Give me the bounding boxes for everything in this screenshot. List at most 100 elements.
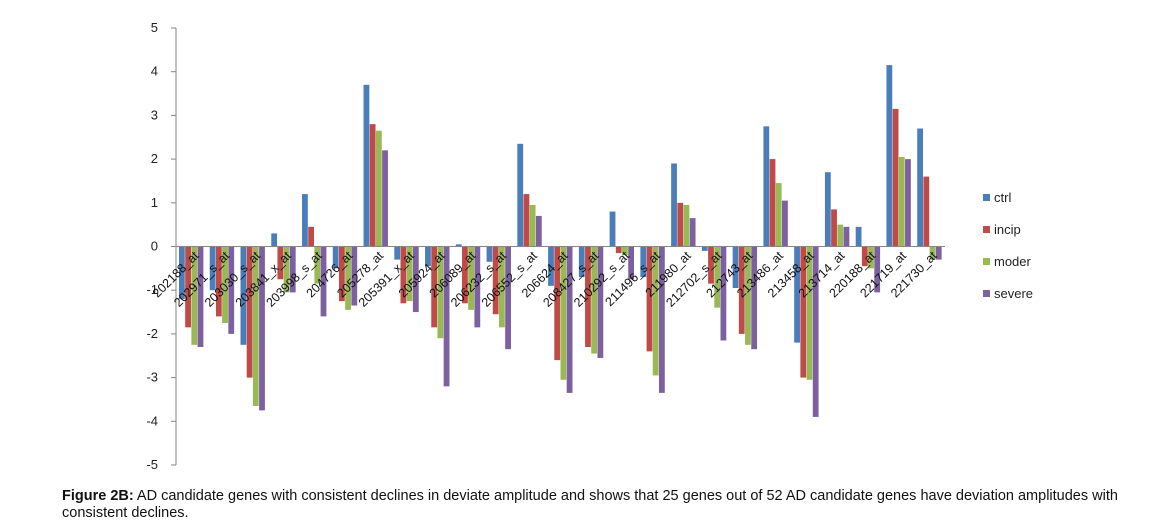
bar-incip-213486_at (769, 159, 776, 247)
bar-moder-221719_at (898, 156, 905, 247)
bar-ctrl-203841_x_at (271, 233, 278, 247)
bar-moder-213458_at (806, 246, 813, 380)
bar-moder-202971_s_at (222, 246, 228, 323)
bar-incip-203841_x_at (277, 246, 284, 280)
bar-severe-213458_at (812, 246, 819, 417)
legend-swatch-ctrl (983, 194, 990, 201)
bar-incip-213458_at (800, 246, 807, 378)
caption-text: AD candidate genes with consistent decli… (62, 488, 1118, 521)
y-tick-label: -2 (146, 326, 158, 341)
bar-ctrl-212702_s_at (701, 246, 708, 251)
bar-severe-202971_s_at (228, 246, 235, 334)
bar-severe-211980_at (689, 218, 696, 247)
legend: ctrl incip moder severe (983, 190, 1033, 301)
bar-severe-205391_x_at (412, 246, 419, 313)
bar-moder-202188_at (191, 246, 198, 345)
y-tick-label: 4 (151, 64, 158, 79)
plot-area: -5-4-3-2-1012345202188_at202971_s_at2030… (146, 20, 945, 472)
bar-incip-206624_at (554, 246, 561, 361)
bar-severe-213714_at (843, 226, 850, 247)
bar-incip-203030_s_at (246, 246, 253, 378)
bar-incip-211980_at (677, 202, 684, 247)
y-tick-label: -3 (146, 370, 158, 385)
bar-incip-205391_x_at (400, 246, 407, 304)
y-tick-label: -4 (146, 413, 158, 428)
bar-ctrl-204726_at (332, 246, 339, 269)
bar-severe-213486_at (782, 200, 788, 247)
bar-incip-206552_s_at (523, 194, 530, 247)
bar-ctrl-220188_at (855, 226, 862, 247)
bar-severe-202188_at (197, 246, 204, 348)
bar-incip-212702_s_at (708, 246, 714, 284)
bar-severe-206089_at (474, 246, 481, 328)
bar-severe-221730_at (935, 246, 942, 260)
bar-ctrl-203998_s_at (302, 194, 308, 247)
bar-incip-202971_s_at (215, 246, 222, 317)
bar-incip-210292_s_at (615, 246, 622, 254)
bar-severe-212743_at (751, 246, 758, 350)
bar-severe-206552_s_at (535, 215, 542, 247)
bar-moder-203030_s_at (252, 246, 259, 406)
bar-severe-220188_at (874, 246, 881, 293)
caption-label: Figure 2B: (62, 488, 134, 504)
bar-moder-208427_s_at (591, 246, 598, 354)
y-tick-label: 2 (151, 151, 158, 166)
y-tick-label: 1 (151, 195, 158, 210)
bar-incip-203998_s_at (308, 226, 315, 247)
bar-ctrl-213458_at (794, 246, 800, 343)
legend-swatch-moder (983, 258, 990, 265)
bar-ctrl-208427_s_at (578, 246, 585, 278)
bar-severe-211496_s_at (658, 246, 665, 393)
bar-ctrl-202971_s_at (209, 246, 216, 291)
bar-severe-205278_at (382, 150, 388, 247)
bar-incip-208427_s_at (585, 246, 591, 348)
bar-ctrl-206624_at (548, 246, 554, 286)
bar-moder-213714_at (837, 224, 844, 247)
y-tick-label: 5 (151, 20, 158, 35)
bar-incip-204726_at (338, 246, 345, 302)
bar-ctrl-205924_at (425, 246, 431, 267)
bar-severe-203030_s_at (259, 246, 265, 411)
bar-moder-211980_at (683, 204, 690, 247)
bar-moder-211496_s_at (652, 246, 659, 376)
legend-entry-ctrl: ctrl (994, 190, 1011, 205)
y-tick-label: -5 (146, 457, 158, 472)
bar-incip-205278_at (369, 124, 376, 247)
bar-incip-221719_at (892, 108, 899, 247)
bar-moder-213486_at (775, 183, 782, 247)
legend-entry-incip: incip (994, 222, 1021, 237)
bar-severe-210292_s_at (628, 246, 635, 280)
bar-incip-205924_at (431, 246, 438, 328)
legend-entry-moder: moder (994, 254, 1032, 269)
bar-ctrl-212743_at (732, 246, 739, 289)
legend-entry-severe: severe (994, 286, 1033, 301)
bar-incip-221730_at (923, 176, 930, 247)
bar-moder-205924_at (437, 246, 444, 339)
bar-ctrl-211496_s_at (640, 246, 647, 278)
bar-incip-220188_at (861, 246, 868, 267)
bar-ctrl-205391_x_at (394, 246, 401, 260)
bar-incip-213714_at (831, 209, 837, 247)
bar-ctrl-211980_at (671, 163, 677, 247)
bar-ctrl-213714_at (824, 172, 831, 247)
bar-incip-212743_at (738, 246, 745, 334)
bar-moder-203998_s_at (314, 246, 321, 284)
bar-moder-212702_s_at (714, 246, 721, 308)
bar-moder-212743_at (745, 246, 751, 345)
y-tick-label: 3 (151, 107, 158, 122)
bar-moder-206232_s_at (498, 246, 505, 328)
bar-severe-221719_at (905, 159, 911, 247)
y-tick-label: -1 (146, 282, 158, 297)
bar-severe-206624_at (566, 246, 573, 393)
bar-moder-205278_at (375, 130, 382, 247)
bar-moder-205391_x_at (406, 246, 413, 302)
legend-swatch-incip (983, 226, 990, 233)
y-tick-label: 0 (151, 239, 158, 254)
bar-ctrl-210292_s_at (609, 211, 616, 247)
bar-incip-206232_s_at (492, 246, 499, 315)
bar-moder-206552_s_at (529, 204, 536, 247)
bar-ctrl-206552_s_at (517, 143, 524, 247)
bar-ctrl-213486_at (763, 126, 770, 247)
bar-moder-206089_at (468, 246, 475, 310)
bar-severe-206232_s_at (505, 246, 511, 350)
